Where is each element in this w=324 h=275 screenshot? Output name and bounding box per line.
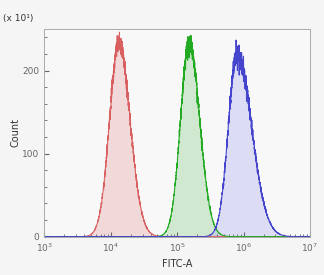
Y-axis label: Count: Count [11,119,21,147]
Text: (x 10¹): (x 10¹) [3,14,34,23]
X-axis label: FITC-A: FITC-A [162,259,192,270]
